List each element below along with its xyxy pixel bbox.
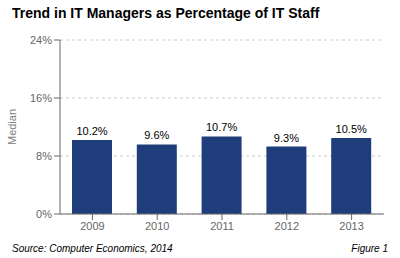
svg-text:8%: 8% — [36, 150, 52, 162]
html-text:Source: Computer Economics, 20: Source: Computer Economics, 2014 — [12, 242, 173, 254]
svg-text:9.6%: 9.6% — [144, 129, 169, 141]
svg-text:Median: Median — [8, 109, 18, 145]
svg-text:0%: 0% — [36, 208, 52, 220]
svg-text:10.2%: 10.2% — [76, 125, 107, 137]
html-text:Figure 1: Figure 1 — [351, 242, 388, 254]
svg-text:9.3%: 9.3% — [274, 132, 299, 144]
svg-text:10.5%: 10.5% — [336, 123, 367, 135]
svg-text:2010: 2010 — [145, 220, 169, 232]
svg-text:2013: 2013 — [339, 220, 363, 232]
svg-text:10.7%: 10.7% — [206, 121, 237, 133]
svg-text:16%: 16% — [30, 92, 52, 104]
svg-text:2009: 2009 — [80, 220, 104, 232]
html-text:Trend in IT Managers as Percen: Trend in IT Managers as Percentage of IT… — [12, 5, 320, 21]
svg-text:24%: 24% — [30, 34, 52, 46]
svg-text:2012: 2012 — [275, 220, 299, 232]
svg-text:2011: 2011 — [210, 220, 234, 232]
